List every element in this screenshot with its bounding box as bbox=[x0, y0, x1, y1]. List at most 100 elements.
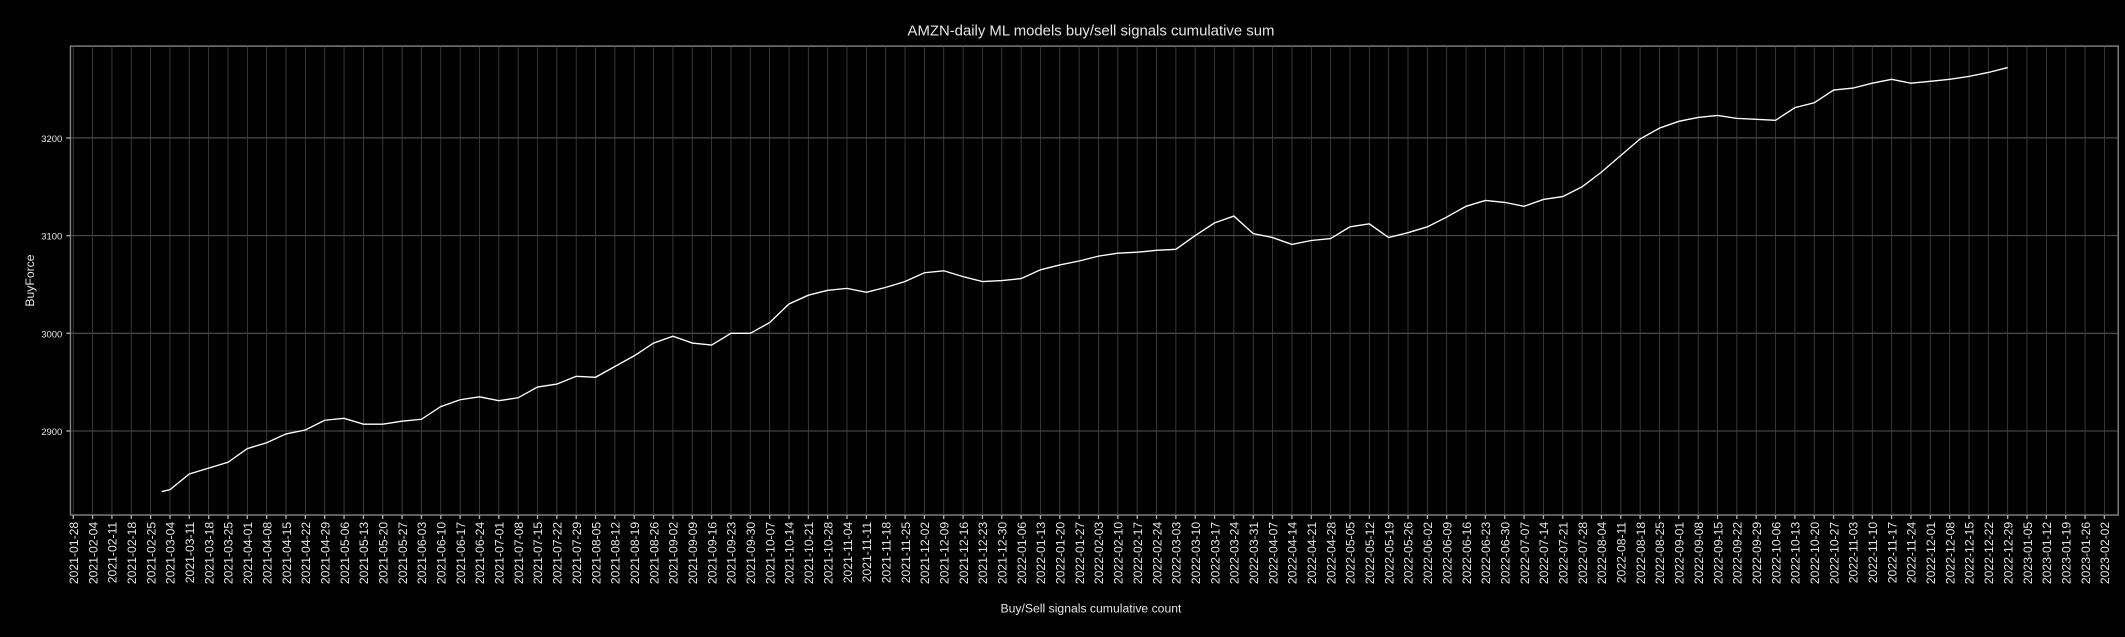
x-tick-label: 2023-01-19 bbox=[2059, 522, 2073, 585]
x-tick-label: 2022-09-15 bbox=[1711, 522, 1725, 585]
x-tick-label: 2022-08-18 bbox=[1634, 522, 1648, 585]
x-tick-label: 2022-05-12 bbox=[1363, 522, 1377, 585]
x-tick-label: 2022-08-25 bbox=[1653, 522, 1667, 585]
x-tick-label: 2021-08-19 bbox=[628, 522, 642, 585]
x-tick-label: 2023-01-05 bbox=[2021, 522, 2035, 585]
x-tick-label: 2021-05-20 bbox=[376, 522, 390, 585]
x-tick-label: 2021-06-03 bbox=[415, 522, 429, 585]
x-tick-label: 2021-09-02 bbox=[667, 522, 681, 585]
x-tick-label: 2023-02-02 bbox=[2098, 522, 2112, 585]
x-tick-label: 2021-01-28 bbox=[67, 522, 81, 585]
x-tick-label: 2021-07-15 bbox=[531, 522, 545, 585]
x-tick-label: 2021-06-10 bbox=[435, 522, 449, 585]
x-tick-label: 2021-12-23 bbox=[976, 522, 990, 585]
x-tick-label: 2021-04-15 bbox=[280, 522, 294, 585]
x-tick-label: 2022-05-05 bbox=[1344, 522, 1358, 585]
x-tick-label: 2021-03-04 bbox=[164, 522, 178, 585]
x-tick-label: 2021-07-29 bbox=[570, 522, 584, 585]
x-tick-label: 2022-06-16 bbox=[1460, 522, 1474, 585]
x-tick-label: 2021-07-01 bbox=[493, 522, 507, 585]
x-tick-label: 2022-09-08 bbox=[1692, 522, 1706, 585]
x-tick-label: 2022-04-14 bbox=[1286, 522, 1300, 585]
x-tick-label: 2022-07-14 bbox=[1537, 522, 1551, 585]
x-tick-label: 2022-10-20 bbox=[1808, 522, 1822, 585]
x-tick-label: 2022-12-08 bbox=[1943, 522, 1957, 585]
x-tick-label: 2022-10-06 bbox=[1769, 522, 1783, 585]
x-tick-label: 2022-12-29 bbox=[2001, 522, 2015, 585]
x-tick-label: 2022-02-17 bbox=[1131, 522, 1145, 585]
x-tick-label: 2021-05-06 bbox=[338, 522, 352, 585]
x-tick-label: 2022-03-10 bbox=[1189, 522, 1203, 585]
x-tick-label: 2021-10-07 bbox=[763, 522, 777, 585]
x-tick-label: 2022-02-03 bbox=[1092, 522, 1106, 585]
x-tick-label: 2022-08-11 bbox=[1615, 522, 1629, 584]
x-tick-label: 2021-04-08 bbox=[260, 522, 274, 585]
x-tick-label: 2021-11-25 bbox=[899, 522, 913, 584]
x-tick-label: 2022-02-10 bbox=[1112, 522, 1126, 585]
x-tick-label: 2022-06-09 bbox=[1440, 522, 1454, 585]
x-tick-label: 2021-04-22 bbox=[299, 522, 313, 585]
x-tick-label: 2021-09-23 bbox=[725, 522, 739, 585]
x-tick-label: 2022-12-01 bbox=[1924, 522, 1938, 585]
x-tick-label: 2022-11-24 bbox=[1905, 522, 1919, 584]
x-tick-label: 2022-01-27 bbox=[1073, 522, 1087, 585]
x-tick-label: 2021-10-14 bbox=[783, 522, 797, 585]
x-tick-label: 2022-09-01 bbox=[1673, 522, 1687, 585]
x-axis-label: Buy/Sell signals cumulative count bbox=[1001, 602, 1182, 616]
x-tick-label: 2022-06-23 bbox=[1479, 522, 1493, 585]
x-tick-label: 2022-05-26 bbox=[1402, 522, 1416, 585]
x-tick-label: 2022-03-24 bbox=[1228, 522, 1242, 585]
x-tick-label: 2022-01-06 bbox=[1015, 522, 1029, 585]
x-tick-label: 2021-02-25 bbox=[144, 522, 158, 585]
x-tick-label: 2021-04-29 bbox=[318, 522, 332, 585]
x-tick-label: 2022-04-28 bbox=[1324, 522, 1338, 585]
x-tick-label: 2021-08-26 bbox=[647, 522, 661, 585]
x-tick-label: 2022-03-03 bbox=[1170, 522, 1184, 585]
x-tick-label: 2021-09-30 bbox=[744, 522, 758, 585]
x-tick-label: 2021-07-22 bbox=[551, 522, 565, 585]
x-tick-label: 2022-09-29 bbox=[1750, 522, 1764, 585]
x-tick-label: 2022-09-22 bbox=[1731, 522, 1745, 585]
y-tick-label: 3200 bbox=[41, 134, 62, 145]
x-tick-label: 2021-08-12 bbox=[609, 522, 623, 585]
x-tick-label: 2021-09-09 bbox=[686, 522, 700, 585]
x-tick-label: 2022-01-20 bbox=[1054, 522, 1068, 585]
x-tick-label: 2022-11-03 bbox=[1847, 522, 1861, 584]
x-tick-label: 2022-11-17 bbox=[1885, 522, 1899, 584]
x-tick-label: 2022-04-07 bbox=[1266, 522, 1280, 585]
x-tick-label: 2021-03-11 bbox=[183, 522, 197, 584]
x-tick-label: 2021-02-18 bbox=[125, 522, 139, 585]
x-tick-label: 2021-09-16 bbox=[705, 522, 719, 585]
y-tick-label: 3000 bbox=[41, 329, 62, 340]
x-tick-label: 2021-12-16 bbox=[957, 522, 971, 585]
x-tick-label: 2021-11-04 bbox=[841, 522, 855, 584]
x-tick-label: 2021-08-05 bbox=[589, 522, 603, 585]
x-tick-label: 2022-03-17 bbox=[1208, 522, 1222, 585]
x-tick-label: 2021-06-17 bbox=[454, 522, 468, 585]
x-tick-label: 2022-01-13 bbox=[1034, 522, 1048, 585]
x-tick-label: 2022-06-02 bbox=[1421, 522, 1435, 585]
y-tick-label: 3100 bbox=[41, 232, 62, 243]
x-tick-label: 2021-02-11 bbox=[106, 522, 120, 584]
x-tick-label: 2021-10-21 bbox=[802, 522, 816, 585]
x-tick-label: 2021-12-09 bbox=[937, 522, 951, 585]
x-tick-label: 2022-10-13 bbox=[1789, 522, 1803, 585]
x-tick-label: 2022-12-15 bbox=[1963, 522, 1977, 585]
x-tick-label: 2023-01-26 bbox=[2079, 522, 2093, 585]
x-tick-label: 2021-04-01 bbox=[241, 522, 255, 585]
x-tick-label: 2021-10-28 bbox=[821, 522, 835, 585]
x-tick-label: 2022-05-19 bbox=[1382, 522, 1396, 585]
plot-area bbox=[69, 45, 2119, 516]
x-tick-label: 2022-11-10 bbox=[1866, 522, 1880, 584]
x-tick-label: 2022-06-30 bbox=[1498, 522, 1512, 585]
x-tick-label: 2022-02-24 bbox=[1150, 522, 1164, 585]
data-line bbox=[161, 66, 2008, 493]
x-tick-label: 2022-07-07 bbox=[1518, 522, 1532, 585]
x-tick-label: 2022-12-22 bbox=[1982, 522, 1996, 585]
x-tick-label: 2021-11-18 bbox=[879, 522, 893, 584]
x-tick-label: 2021-12-30 bbox=[996, 522, 1010, 585]
x-tick-label: 2022-07-21 bbox=[1557, 522, 1571, 585]
x-tick-label: 2021-03-18 bbox=[202, 522, 216, 585]
